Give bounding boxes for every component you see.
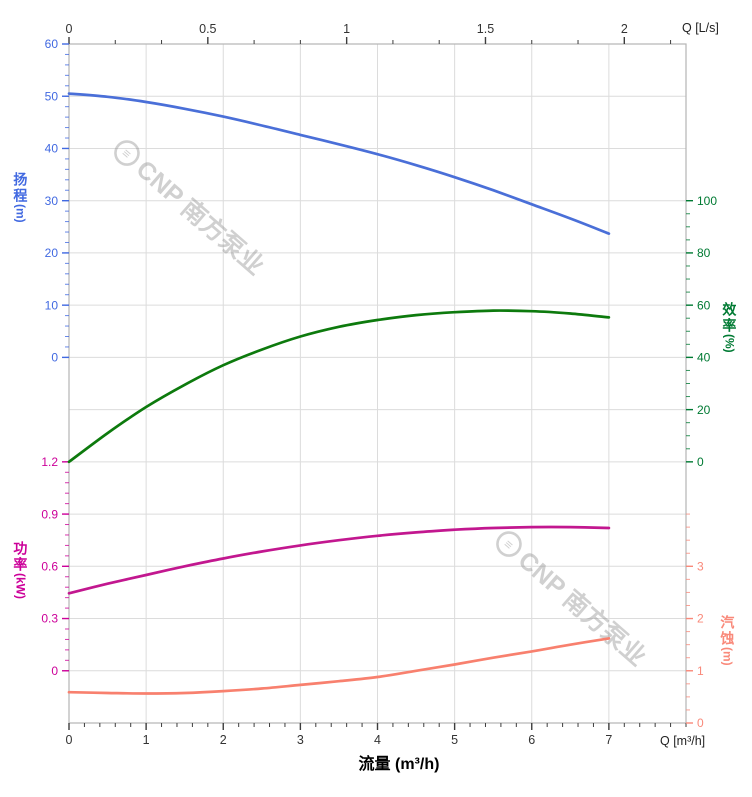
bottom-tick-label: 2 <box>220 733 227 747</box>
head-tick-label: 0 <box>51 351 58 365</box>
watermark: ≡CNP 南方泵业 <box>114 140 270 281</box>
npsh-tick-label: 1 <box>697 664 704 678</box>
power-axis-unit: (kW) <box>13 573 28 599</box>
top-tick-label: 1 <box>343 22 350 36</box>
head-tick-label: 20 <box>45 246 59 260</box>
efficiency-axis-title-text: 效率 <box>721 302 738 334</box>
watermark-text: CNP 南方泵业 <box>513 545 652 671</box>
npsh-axis-title: 汽蚀(m) <box>719 615 736 666</box>
bottom-tick-label: 5 <box>451 733 458 747</box>
watermark-text: CNP 南方泵业 <box>131 154 270 280</box>
efficiency-curve <box>67 309 611 464</box>
efficiency-tick-label: 0 <box>697 455 704 469</box>
power-axis-ticks: 0 0.3 0.6 0.9 1.2 <box>41 455 69 678</box>
power-tick-label: 0.6 <box>41 560 58 574</box>
efficiency-tick-label: 80 <box>697 246 711 260</box>
watermark-logo-glyph: ≡ <box>119 145 135 161</box>
top-tick-label: 1.5 <box>477 22 494 36</box>
power-tick-label: 1.2 <box>41 455 58 469</box>
power-tick-label: 0.9 <box>41 507 58 521</box>
efficiency-tick-label: 20 <box>697 403 711 417</box>
watermark-logo-glyph: ≡ <box>501 536 517 552</box>
top-tick-label: 2 <box>621 22 628 36</box>
power-axis-title: 功率(kW) <box>12 541 29 599</box>
npsh-axis-title-text: 汽蚀 <box>719 615 736 647</box>
bottom-tick-label: 7 <box>605 733 612 747</box>
npsh-curve <box>67 637 611 695</box>
npsh-tick-label: 2 <box>697 612 704 626</box>
bottom-tick-label: 3 <box>297 733 304 747</box>
power-axis-title-text: 功率 <box>12 541 29 573</box>
head-axis-title: 扬程(m) <box>12 172 29 223</box>
head-axis-title-text: 扬程 <box>12 172 29 204</box>
efficiency-axis-ticks: 0 20 40 60 80 100 <box>686 194 717 469</box>
bottom-tick-label: 0 <box>66 733 73 747</box>
bottom-tick-label: 6 <box>528 733 535 747</box>
power-tick-label: 0 <box>51 664 58 678</box>
bottom-tick-label: 4 <box>374 733 381 747</box>
x-axis-title: 流量 (m³/h) <box>358 756 440 773</box>
top-axis-ticks: 0 0.5 1 1.5 2 <box>66 22 672 44</box>
npsh-axis-ticks: 0 1 2 3 <box>686 513 704 730</box>
head-curve <box>67 92 611 235</box>
npsh-tick-label: 3 <box>697 560 704 574</box>
power-curve <box>67 525 611 595</box>
watermark: ≡CNP 南方泵业 <box>496 531 652 672</box>
head-tick-label: 50 <box>45 89 59 103</box>
efficiency-tick-label: 100 <box>697 194 717 208</box>
watermark-logo-icon <box>114 140 140 166</box>
watermark-logo-icon <box>496 531 522 557</box>
npsh-axis-unit: (m) <box>720 647 735 666</box>
head-axis-unit: (m) <box>13 204 28 223</box>
bottom-axis-unit-label: Q [m³/h] <box>660 734 706 748</box>
top-axis-unit-label: Q [L/s] <box>682 21 719 35</box>
efficiency-axis-title: 效率(%) <box>721 302 738 353</box>
bottom-tick-label: 1 <box>143 733 150 747</box>
power-tick-label: 0.3 <box>41 612 58 626</box>
head-tick-label: 40 <box>45 142 59 156</box>
efficiency-tick-label: 60 <box>697 298 711 312</box>
efficiency-tick-label: 40 <box>697 351 711 365</box>
head-tick-label: 60 <box>45 37 59 51</box>
efficiency-axis-unit: (%) <box>722 334 737 353</box>
npsh-tick-label: 0 <box>697 716 704 730</box>
head-tick-label: 30 <box>45 194 59 208</box>
top-tick-label: 0.5 <box>199 22 216 36</box>
top-tick-label: 0 <box>66 22 73 36</box>
bottom-axis-ticks: 0 1 2 3 4 5 6 7 <box>66 723 687 747</box>
head-axis-ticks: 0 10 20 30 40 50 60 <box>45 37 69 365</box>
head-tick-label: 10 <box>45 298 59 312</box>
